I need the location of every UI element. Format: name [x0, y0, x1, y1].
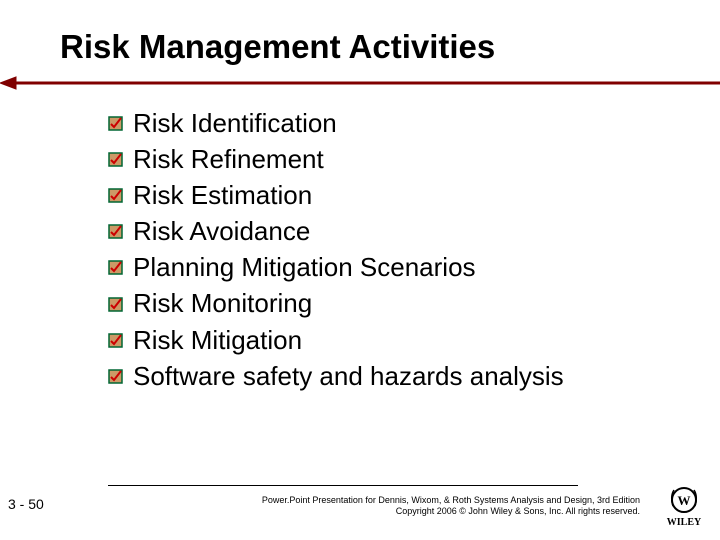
slide: Risk Management Activities Risk Identifi…	[0, 0, 720, 540]
item-text: Software safety and hazards analysis	[133, 359, 564, 394]
page-title: Risk Management Activities	[60, 28, 495, 66]
item-text: Risk Mitigation	[133, 323, 302, 358]
footer-divider	[108, 485, 578, 486]
footer-line-2: Copyright 2006 © John Wiley & Sons, Inc.…	[140, 506, 640, 518]
list-item: Risk Avoidance	[108, 214, 668, 249]
list-item: Software safety and hazards analysis	[108, 359, 668, 394]
checkbox-icon	[108, 152, 123, 167]
item-text: Planning Mitigation Scenarios	[133, 250, 476, 285]
item-text: Risk Avoidance	[133, 214, 310, 249]
checkbox-icon	[108, 369, 123, 384]
list-item: Planning Mitigation Scenarios	[108, 250, 668, 285]
logo-label: WILEY	[667, 517, 702, 528]
item-text: Risk Estimation	[133, 178, 312, 213]
list-item: Risk Refinement	[108, 142, 668, 177]
footer-text: Power.Point Presentation for Dennis, Wix…	[140, 495, 640, 518]
list-item: Risk Mitigation	[108, 323, 668, 358]
list-item: Risk Identification	[108, 106, 668, 141]
checkbox-icon	[108, 297, 123, 312]
checkbox-icon	[108, 116, 123, 131]
checkbox-icon	[108, 333, 123, 348]
list-item: Risk Estimation	[108, 178, 668, 213]
wiley-logo-icon: W WILEY	[660, 484, 708, 528]
checkbox-icon	[108, 188, 123, 203]
bullet-list: Risk Identification Risk Refinement Risk…	[108, 106, 668, 395]
footer-line-1: Power.Point Presentation for Dennis, Wix…	[140, 495, 640, 507]
list-item: Risk Monitoring	[108, 286, 668, 321]
checkbox-icon	[108, 260, 123, 275]
item-text: Risk Refinement	[133, 142, 324, 177]
svg-text:W: W	[678, 493, 691, 508]
item-text: Risk Identification	[133, 106, 337, 141]
checkbox-icon	[108, 224, 123, 239]
decorative-arrow	[0, 76, 720, 90]
page-number: 3 - 50	[8, 496, 44, 512]
item-text: Risk Monitoring	[133, 286, 312, 321]
